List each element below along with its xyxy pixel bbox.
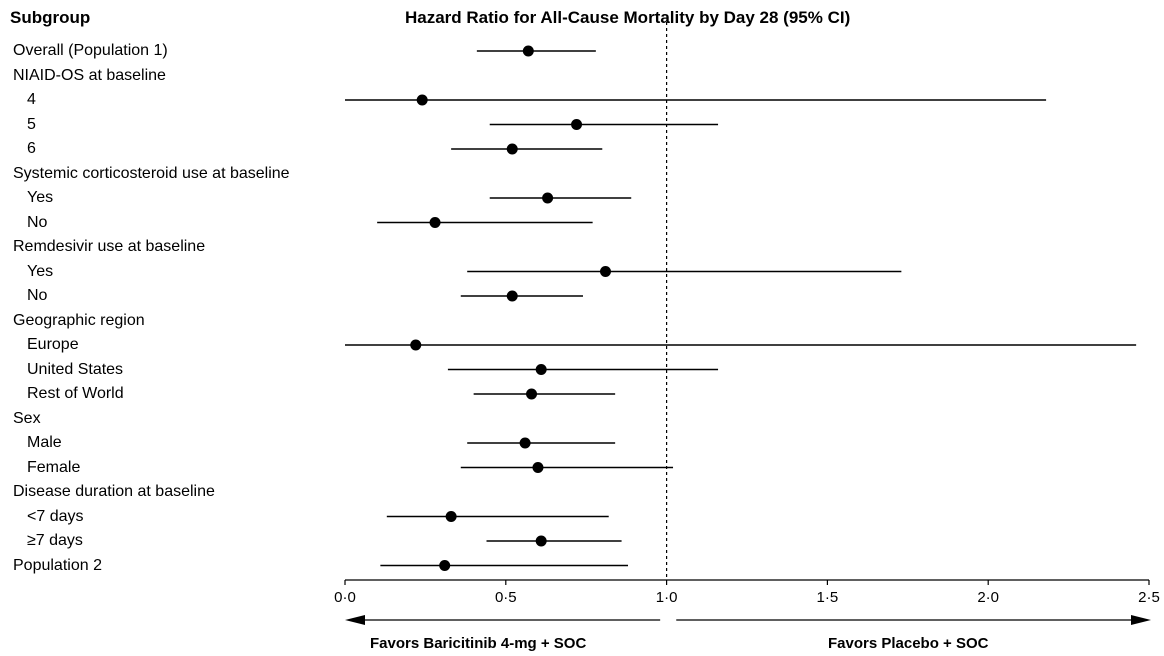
row-label: NIAID-OS at baseline [13, 66, 166, 84]
row-label: Europe [27, 336, 79, 353]
row-label: Yes [27, 262, 54, 280]
row-label: Disease duration at baseline [13, 483, 215, 500]
row-label: 5 [27, 115, 36, 133]
row-label: 6 [27, 140, 36, 157]
row-label: 4 [27, 91, 36, 108]
row-label: United States [27, 360, 124, 378]
chart-title: Hazard Ratio for All-Cause Mortality by … [405, 8, 851, 27]
favors-right-label: Favors Placebo + SOC [828, 635, 989, 652]
row-label: Remdesivir use at baseline [13, 238, 206, 255]
hr-point [429, 217, 441, 228]
x-tick-label: 2·0 [977, 589, 999, 606]
favors-left-label: Favors Baricitinib 4-mg + SOC [370, 635, 587, 652]
hr-point [445, 511, 457, 522]
hr-point [571, 119, 583, 130]
hr-point [535, 364, 547, 375]
arrow-right-icon [1131, 615, 1151, 625]
x-tick-label: 0·0 [334, 589, 356, 606]
x-tick-label: 0·5 [495, 589, 517, 606]
hr-point [519, 437, 531, 449]
row-label: <7 days [27, 507, 84, 525]
row-label: No [27, 213, 48, 231]
hr-point [506, 143, 518, 155]
hr-point [410, 339, 422, 351]
hr-point [599, 266, 611, 277]
hr-point [532, 462, 544, 473]
hr-point [506, 290, 518, 302]
hr-point [439, 560, 451, 571]
hr-point [416, 94, 428, 106]
row-label: Sex [13, 409, 41, 427]
x-tick-label: 1·0 [656, 589, 678, 606]
row-label: Geographic region [13, 311, 145, 329]
row-label: Population 2 [13, 556, 102, 574]
row-label: ≥7 days [27, 532, 83, 549]
hr-point [526, 388, 538, 400]
x-tick-label: 1·5 [817, 589, 839, 606]
row-label: Overall (Population 1) [13, 42, 168, 59]
row-label: Yes [27, 189, 54, 206]
hr-point [535, 535, 547, 547]
row-label: No [27, 287, 48, 304]
row-label: Male [27, 434, 62, 451]
arrow-left-icon [345, 615, 365, 625]
hr-point [522, 45, 534, 57]
hr-point [542, 192, 554, 204]
row-label: Systemic corticosteroid use at baseline [13, 164, 290, 182]
subgroup-header: Subgroup [10, 8, 91, 27]
row-label: Female [27, 458, 81, 476]
row-label: Rest of World [27, 385, 124, 402]
x-tick-label: 2·5 [1138, 589, 1160, 606]
row-labels: Overall (Population 1) NIAID-OS at baseli… [0, 0, 340, 600]
